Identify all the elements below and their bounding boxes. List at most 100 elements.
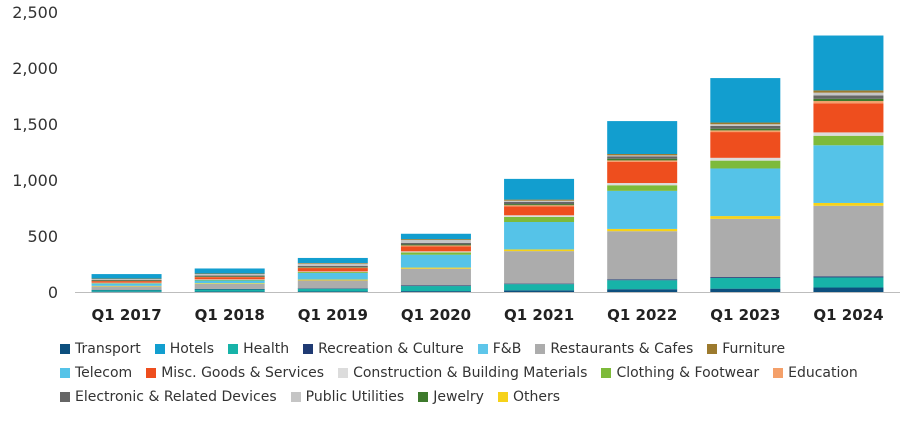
bar-segment <box>400 242 471 245</box>
bar-segment <box>91 289 162 291</box>
x-tick-label: Q1 2021 <box>504 306 574 324</box>
bar-segment <box>400 286 471 292</box>
bar-segment <box>504 222 575 250</box>
bar-segment <box>813 98 884 102</box>
bar-segment <box>91 282 162 284</box>
legend-swatch <box>601 368 612 378</box>
legend-swatch <box>60 344 70 354</box>
bar-segment <box>710 122 781 125</box>
legend-swatch <box>477 344 488 354</box>
bar-segment <box>400 233 471 240</box>
bar-segment <box>91 274 162 279</box>
bar-segment <box>91 283 162 286</box>
bar-segment <box>91 291 162 293</box>
legend-swatch <box>60 392 70 402</box>
bar-segment <box>297 280 368 289</box>
bar-segment <box>607 190 678 229</box>
bar-segment <box>710 130 781 133</box>
bar-segment <box>297 268 368 272</box>
legend-item: Restaurants & Cafes <box>535 341 693 357</box>
bar-segment <box>504 206 575 216</box>
bar-segment <box>297 288 368 289</box>
chart-legend: Transport Hotels Health Recreation & Cultur… <box>60 341 900 413</box>
legend-label: Hotels <box>169 341 215 357</box>
legend-swatch <box>338 368 349 378</box>
bar-segment <box>194 276 265 277</box>
legend-swatch <box>154 344 165 354</box>
x-tick-label: Q1 2019 <box>298 306 368 324</box>
bar-segment <box>813 35 884 91</box>
bar-segment <box>91 281 162 283</box>
bar-segment <box>607 280 678 290</box>
bar-segment <box>91 283 162 284</box>
legend-label: Clothing & Footwear <box>616 365 760 381</box>
legend-item: Furniture <box>707 341 785 357</box>
bar-segment <box>91 280 162 281</box>
bar-segment <box>194 277 265 280</box>
legend-swatch <box>228 344 239 354</box>
bar-segment <box>91 289 162 292</box>
legend-swatch <box>146 368 157 378</box>
bar-segment <box>607 161 678 184</box>
bar-segment <box>710 128 781 131</box>
legend-item: Recreation & Culture <box>303 341 464 357</box>
bar-segment <box>194 288 265 290</box>
stacked-bar-chart: 0 500 1,000 1,500 2,000 2,500 Q1 2017 Q1 2018 Q… <box>12 3 900 324</box>
bar-segment <box>194 273 265 275</box>
bar-segment <box>710 157 781 161</box>
legend-item: Misc. Goods & Services <box>146 365 324 381</box>
bar-segment <box>194 276 265 278</box>
bar-segment <box>813 95 884 99</box>
bar-segment <box>607 231 678 280</box>
bar-segment <box>710 78 781 123</box>
legend-item: Telecom <box>60 365 132 381</box>
bar-segment <box>813 135 884 146</box>
bar-segment <box>504 251 575 284</box>
legend-label: Misc. Goods & Services <box>161 365 325 381</box>
bar-segment <box>400 251 471 253</box>
bar-segment <box>400 239 471 241</box>
y-tick-label: 1,500 <box>12 115 58 134</box>
bar-segment <box>297 271 368 273</box>
bar-segment <box>297 262 368 264</box>
bar-segment <box>504 290 575 292</box>
bar-segment <box>504 204 575 206</box>
bar-segment <box>504 284 575 291</box>
legend-swatch <box>707 344 718 354</box>
legend-label: Electronic & Related Devices <box>75 389 277 405</box>
legend-row: Telecom Misc. Goods & Services Constructio… <box>60 365 900 381</box>
bar-segment <box>400 291 471 292</box>
bar-segment <box>710 277 781 278</box>
bar-segment <box>813 145 884 203</box>
bar-segment <box>710 132 781 158</box>
bar-segment <box>607 228 678 232</box>
bar-segment <box>194 283 265 284</box>
bar-segment <box>194 283 265 289</box>
bar-segment <box>194 279 265 281</box>
bar-segment <box>297 267 368 268</box>
legend-swatch <box>497 392 508 402</box>
legend-label: Others <box>512 389 560 405</box>
legend-item: Health <box>228 341 289 357</box>
bar-segment <box>297 291 368 292</box>
y-tick-label: 2,000 <box>12 59 58 78</box>
bar-segment <box>297 257 368 263</box>
y-tick-label: 2,500 <box>12 3 58 22</box>
bar-segment <box>813 103 884 133</box>
legend-swatch <box>60 368 70 378</box>
bar-segment <box>297 279 368 281</box>
legend-label: Recreation & Culture <box>318 341 464 357</box>
y-tick-label: 500 <box>27 227 58 246</box>
bar-segment <box>710 288 781 292</box>
legend-swatch <box>303 344 314 354</box>
bar-segment <box>194 289 265 292</box>
legend-label: Public Utilities <box>305 389 405 405</box>
bar-segment <box>607 121 678 155</box>
bar-segment <box>91 278 162 280</box>
legend-row: Electronic & Related Devices Public Utili… <box>60 389 900 405</box>
x-tick-label: Q1 2022 <box>607 306 677 324</box>
bar-segment <box>607 279 678 281</box>
bar-segment <box>607 156 678 159</box>
bar-segment <box>607 154 678 156</box>
legend-item: Hotels <box>154 341 215 357</box>
